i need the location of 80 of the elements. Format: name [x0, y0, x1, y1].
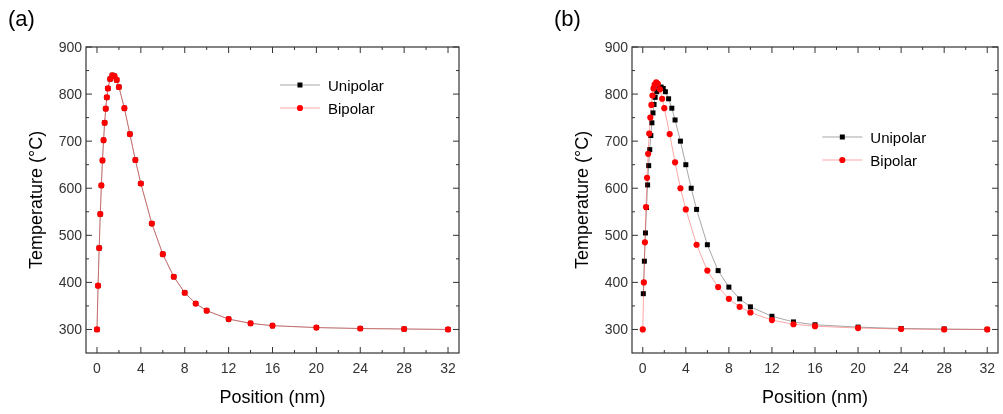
point: [704, 267, 711, 274]
point: [768, 316, 776, 324]
x-tick-label: 20: [850, 360, 867, 376]
point: [683, 162, 689, 168]
y-tick-label: 600: [604, 180, 629, 197]
point: [704, 242, 710, 248]
x-tick-label: 8: [724, 360, 733, 376]
point: [643, 174, 651, 181]
y-tick-label: 800: [58, 86, 83, 103]
legend-label: Bipolar: [327, 100, 375, 117]
point: [682, 206, 689, 213]
point: [688, 185, 694, 191]
point: [666, 96, 672, 102]
point: [747, 304, 753, 310]
y-tick-label: 500: [604, 227, 629, 244]
point: [725, 295, 732, 302]
point: [647, 114, 654, 121]
legend-label: Unipolar: [327, 77, 384, 94]
x-tick-label: 32: [979, 360, 996, 376]
y-tick-label: 300: [58, 321, 83, 338]
point: [650, 110, 656, 116]
y-axis-title: Temperature (°C): [26, 130, 46, 270]
point: [646, 163, 652, 169]
y-tick-label: 400: [58, 274, 83, 291]
y-tick-label: 900: [58, 39, 83, 55]
point: [715, 268, 721, 274]
point: [726, 284, 732, 290]
point: [641, 239, 649, 246]
point: [693, 241, 700, 248]
point: [645, 150, 652, 157]
point: [672, 117, 678, 123]
point: [640, 279, 647, 286]
chart-title: (b): [554, 6, 581, 31]
y-tick-label: 800: [604, 86, 629, 103]
x-tick-label: 4: [136, 360, 145, 376]
point: [659, 95, 666, 102]
point: [737, 296, 743, 302]
x-axis-title: Position (nm): [219, 387, 326, 407]
x-tick-label: 8: [180, 360, 189, 376]
x-tick-label: 0: [93, 360, 102, 376]
point: [639, 326, 646, 333]
point: [641, 258, 647, 264]
x-tick-label: 20: [308, 360, 325, 376]
point: [642, 230, 648, 236]
point: [640, 291, 646, 297]
y-tick-label: 700: [58, 133, 83, 150]
x-tick-label: 16: [264, 360, 281, 376]
point: [747, 309, 754, 316]
point: [736, 303, 743, 310]
legend-label: Unipolar: [870, 129, 927, 146]
x-tick-label: 28: [396, 360, 413, 376]
y-tick-label: 900: [604, 39, 629, 55]
y-tick-label: 300: [604, 321, 629, 338]
y-tick-label: 400: [604, 274, 629, 291]
y-tick-label: 700: [604, 133, 629, 150]
legend-label: Bipolar: [870, 152, 918, 169]
x-tick-label: 24: [893, 360, 910, 376]
x-tick-label: 12: [764, 360, 780, 376]
x-tick-label: 4: [681, 360, 690, 376]
x-tick-label: 32: [440, 360, 457, 376]
x-tick-label: 16: [807, 360, 823, 376]
point: [694, 206, 700, 212]
y-axis-title: Temperature (°C): [572, 130, 592, 270]
point: [666, 131, 673, 138]
point: [677, 185, 684, 192]
point: [669, 105, 675, 111]
x-axis-title: Position (nm): [761, 387, 869, 407]
x-tick-label: 24: [352, 360, 369, 376]
chart-title: (a): [8, 6, 35, 31]
point: [715, 284, 722, 291]
point: [645, 182, 651, 188]
point: [662, 89, 668, 95]
x-tick-label: 28: [936, 360, 953, 376]
point: [677, 138, 683, 144]
x-tick-label: 0: [638, 360, 647, 376]
x-tick-label: 12: [220, 360, 237, 376]
point: [671, 159, 679, 166]
y-tick-label: 500: [58, 227, 83, 244]
y-tick-label: 600: [58, 180, 83, 197]
point: [661, 105, 668, 112]
